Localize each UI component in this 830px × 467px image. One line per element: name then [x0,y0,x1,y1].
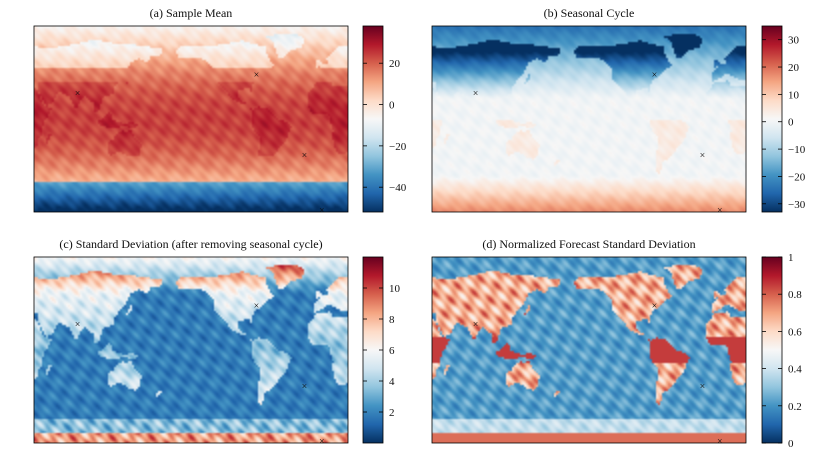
heatmap-image [34,26,348,212]
location-marker: × [319,436,325,447]
map-frame [431,25,747,213]
colorbar-tick-label: 30 [788,35,800,47]
map-frame [431,256,747,444]
location-marker: × [700,151,706,162]
location-marker: × [319,205,325,216]
colorbar-tick-label: −20 [788,171,806,183]
map-frame [33,256,349,444]
colorbar-tick-label: 0.8 [788,289,802,301]
colorbar-tick-label: 4 [389,376,395,388]
location-marker: × [473,89,479,100]
colorbar-tick-label: 2 [389,407,395,419]
heatmap-image [34,257,348,443]
panel-title: (d) Normalized Forecast Standard Deviati… [482,237,695,251]
colorbar-tick-label: 0.2 [788,401,802,413]
panel-title: (a) Sample Mean [150,6,233,20]
colorbar-tick-label: −10 [788,144,806,156]
colorbar-tick-label: −40 [389,182,407,194]
map-panel-4: (d) Normalized Forecast Standard Deviati… [431,237,802,450]
colorbar-tick-label: 0.4 [788,364,802,376]
colorbar-tick-label: 1 [788,252,794,264]
location-marker: × [717,205,723,216]
location-marker: × [254,301,260,312]
panel-title: (b) Seasonal Cycle [544,6,635,20]
heatmap-image [432,26,746,212]
colorbar-tick-label: 10 [788,89,800,101]
location-marker: × [75,89,81,100]
colorbar-tick-label: −20 [389,141,407,153]
colorbar-tick-label: 0 [788,438,794,450]
location-marker: × [302,382,308,393]
colorbar-tick-label: 6 [389,345,395,357]
colorbar [761,25,783,213]
colorbar [761,256,783,444]
colorbar-tick-label: 0 [389,100,395,112]
map-frame [33,25,349,213]
colorbar-tick-label: 20 [389,58,401,70]
map-panel-3: (c) Standard Deviation (after removing s… [33,237,401,447]
colorbar-tick-label: 20 [788,62,800,74]
location-marker: × [652,70,658,81]
location-marker: × [302,151,308,162]
location-marker: × [652,301,658,312]
map-panel-2: (b) Seasonal Cycle × × × × 30 20 10 0 −10 −20 −30 [431,6,806,216]
colorbar [362,25,384,213]
location-marker: × [254,70,260,81]
colorbar-tick-label: 0.6 [788,326,802,338]
location-marker: × [717,436,723,447]
colorbar-tick-label: 0 [788,117,794,129]
panel-title: (c) Standard Deviation (after removing s… [59,237,322,251]
colorbar-tick-label: 10 [389,283,401,295]
colorbar-tick-label: 8 [389,314,395,326]
colorbar-tick-label: −30 [788,199,806,211]
location-marker: × [473,320,479,331]
location-marker: × [75,320,81,331]
map-panel-1: (a) Sample Mean × × × × 20 0 −20 −40 [33,6,407,216]
location-marker: × [700,382,706,393]
heatmap-image [432,257,746,443]
